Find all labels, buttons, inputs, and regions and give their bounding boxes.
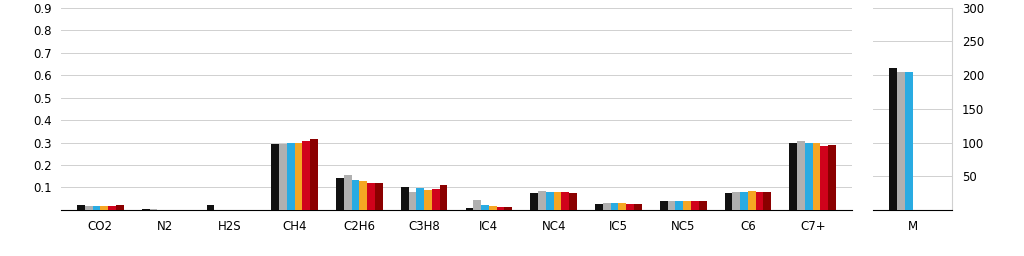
Bar [150, 209, 158, 210]
Bar [539, 191, 546, 210]
Bar [569, 193, 577, 210]
Bar [732, 192, 740, 210]
Bar [683, 201, 691, 210]
Bar [805, 143, 813, 210]
Bar [481, 205, 488, 210]
Bar [634, 204, 642, 210]
Bar [828, 145, 836, 210]
Bar [740, 193, 748, 210]
Bar [530, 193, 539, 210]
Bar [725, 193, 732, 210]
Bar [351, 180, 359, 210]
Bar [505, 207, 512, 210]
Bar [417, 188, 424, 210]
Bar [400, 187, 409, 210]
Bar [618, 203, 627, 210]
Bar [748, 191, 756, 210]
Bar [820, 146, 828, 210]
Bar [109, 206, 116, 210]
Bar [85, 206, 92, 210]
Bar [603, 203, 610, 210]
Bar [432, 189, 439, 210]
Bar [280, 144, 287, 210]
Bar [897, 72, 905, 210]
Bar [561, 193, 569, 210]
Bar [790, 143, 797, 210]
Bar [271, 144, 280, 210]
Bar [764, 193, 771, 210]
Bar [497, 207, 505, 210]
Bar [691, 201, 698, 210]
Bar [359, 181, 368, 210]
Bar [668, 201, 676, 210]
Bar [905, 72, 912, 210]
Bar [336, 178, 344, 210]
Bar [698, 201, 707, 210]
Bar [466, 208, 473, 210]
Bar [676, 201, 683, 210]
Bar [368, 183, 375, 210]
Bar [295, 143, 302, 210]
Bar [409, 192, 417, 210]
Bar [610, 203, 618, 210]
Bar [116, 205, 124, 210]
Bar [302, 141, 310, 210]
Bar [100, 206, 109, 210]
Bar [207, 205, 214, 210]
Bar [595, 204, 603, 210]
Bar [287, 143, 295, 210]
Bar [424, 190, 432, 210]
Bar [554, 192, 561, 210]
Bar [627, 204, 634, 210]
Bar [310, 139, 317, 210]
Bar [546, 193, 554, 210]
Bar [92, 206, 100, 210]
Bar [659, 201, 668, 210]
Bar [797, 141, 805, 210]
Bar [77, 205, 85, 210]
Bar [375, 183, 383, 210]
Bar [889, 68, 897, 210]
Bar [813, 143, 820, 210]
Bar [141, 209, 150, 210]
Bar [439, 185, 447, 210]
Bar [756, 192, 764, 210]
Bar [344, 175, 351, 210]
Bar [488, 206, 497, 210]
Bar [473, 200, 481, 210]
